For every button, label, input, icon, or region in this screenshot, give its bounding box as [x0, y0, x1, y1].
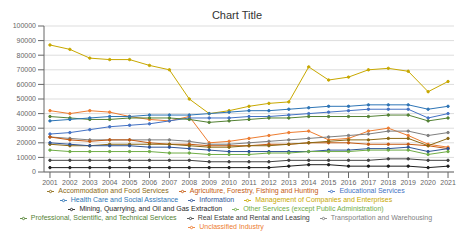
svg-text:70000: 70000: [17, 66, 37, 73]
svg-text:2015: 2015: [321, 179, 337, 186]
html-text:Management of Companies and En: Management of Companies and Enterprises: [255, 196, 393, 203]
svg-text:2009: 2009: [201, 179, 217, 186]
svg-text:2002: 2002: [62, 179, 78, 186]
svg-text:30000: 30000: [17, 125, 37, 132]
svg-text:2016: 2016: [341, 179, 357, 186]
html-text:Accommodation and Food Service: Accommodation and Food Services: [58, 187, 169, 194]
svg-text:2005: 2005: [122, 179, 138, 186]
svg-text:60000: 60000: [17, 81, 37, 88]
svg-text:2013: 2013: [281, 179, 297, 186]
html-text:Chart Title: Chart Title: [211, 9, 263, 21]
svg-text:80000: 80000: [17, 52, 37, 59]
svg-text:2017: 2017: [361, 179, 377, 186]
svg-text:2010: 2010: [221, 179, 237, 186]
svg-text:2007: 2007: [162, 179, 178, 186]
svg-text:2021: 2021: [440, 179, 456, 186]
svg-text:40000: 40000: [17, 110, 37, 117]
svg-text:2008: 2008: [182, 179, 198, 186]
svg-text:2011: 2011: [241, 179, 256, 186]
html-text:Professional, Scientific, and: Professional, Scientific, and Technical …: [30, 214, 177, 221]
svg-text:2020: 2020: [420, 179, 436, 186]
html-text:Health Care and Social Assista: Health Care and Social Assistance: [70, 196, 179, 203]
svg-text:2012: 2012: [261, 179, 277, 186]
html-text:Information: Information: [199, 196, 235, 203]
svg-text:0: 0: [32, 168, 36, 175]
html-text:Real Estate and Rental and Lea: Real Estate and Rental and Leasing: [197, 214, 310, 221]
svg-text:2004: 2004: [102, 179, 118, 186]
svg-text:2019: 2019: [400, 179, 416, 186]
html-text:Transportation and Warehousing: Transportation and Warehousing: [330, 214, 433, 221]
svg-text:90000: 90000: [17, 37, 37, 44]
svg-text:10000: 10000: [17, 154, 37, 161]
html-text:Unclassified Industry: Unclassified Industry: [199, 223, 264, 230]
html-text:Other Services (except Public: Other Services (except Public Administra…: [243, 205, 384, 212]
svg-text:2001: 2001: [42, 179, 58, 186]
svg-text:50000: 50000: [17, 95, 37, 102]
svg-text:100000: 100000: [13, 22, 36, 29]
svg-text:2018: 2018: [381, 179, 397, 186]
svg-text:2006: 2006: [142, 179, 158, 186]
svg-text:2014: 2014: [301, 179, 317, 186]
svg-text:20000: 20000: [17, 139, 37, 146]
html-text:Educational Services: Educational Services: [339, 187, 405, 194]
html-text:Agriculture, Forestry, Fishing: Agriculture, Forestry, Fishing and Hunti…: [189, 187, 319, 194]
svg-text:2003: 2003: [82, 179, 98, 186]
html-text:Mining, Quarrying, and Oil and: Mining, Quarrying, and Oil and Gas Extra…: [79, 205, 223, 212]
